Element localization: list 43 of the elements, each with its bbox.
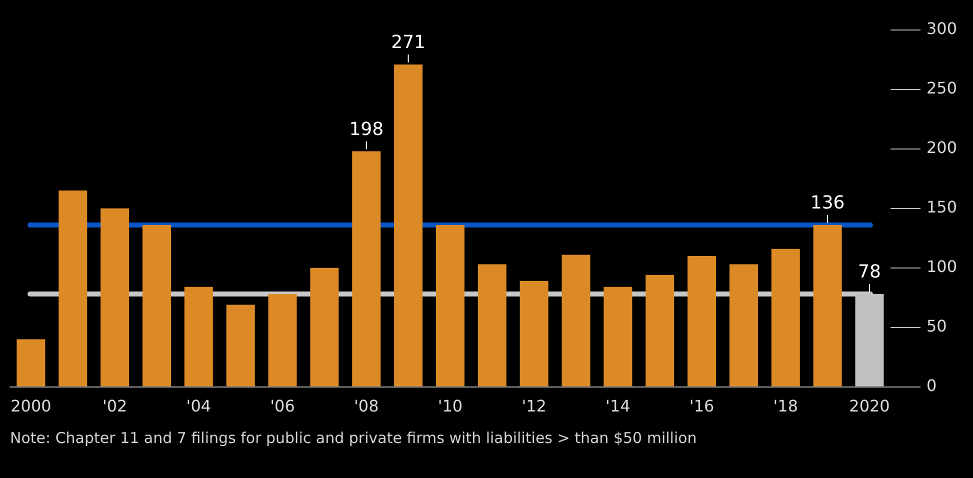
x-tick-label: '10 [438,396,463,416]
bar [184,286,213,386]
y-tick-label: 50 [926,316,947,336]
bar [142,225,171,386]
bar [100,208,130,386]
bar [688,256,716,386]
bar [58,190,88,386]
bar [16,339,46,386]
bar [478,264,506,386]
bar [436,225,464,386]
x-tick-label: '14 [606,396,630,416]
bar [604,286,632,386]
data-label: 78 [858,262,881,283]
data-label: 271 [391,32,426,54]
bar [520,280,548,386]
data-label: 198 [349,118,384,140]
x-tick-label: 2020 [849,396,890,416]
bar [729,264,758,386]
y-tick-label: 250 [926,78,958,98]
x-tick-label: '12 [522,396,546,416]
bar [813,225,842,386]
y-tick-label: 200 [926,138,958,158]
y-tick-label: 0 [926,376,937,395]
bar [226,304,255,386]
x-tick-label: '04 [186,396,212,416]
x-tick-label: '06 [270,396,295,416]
bar [394,64,423,386]
bar [562,254,590,386]
bar [268,294,297,386]
x-tick-label: '02 [102,396,128,416]
x-tick-label: 2000 [10,396,52,416]
text: Note: Chapter 11 and 7 filings for public and private firms with liabilities > than $50 million [10,428,697,448]
y-tick-label: 100 [926,257,958,276]
bar [771,248,800,386]
data-label: 136 [810,192,845,214]
y-tick-label: 300 [926,19,958,38]
x-tick-label: '08 [354,396,379,416]
bar [646,275,674,386]
x-tick-label: '16 [689,396,714,416]
x-tick-label: '18 [773,396,798,416]
bar [310,268,339,386]
bar [352,151,381,386]
y-tick-label: 150 [926,198,958,217]
